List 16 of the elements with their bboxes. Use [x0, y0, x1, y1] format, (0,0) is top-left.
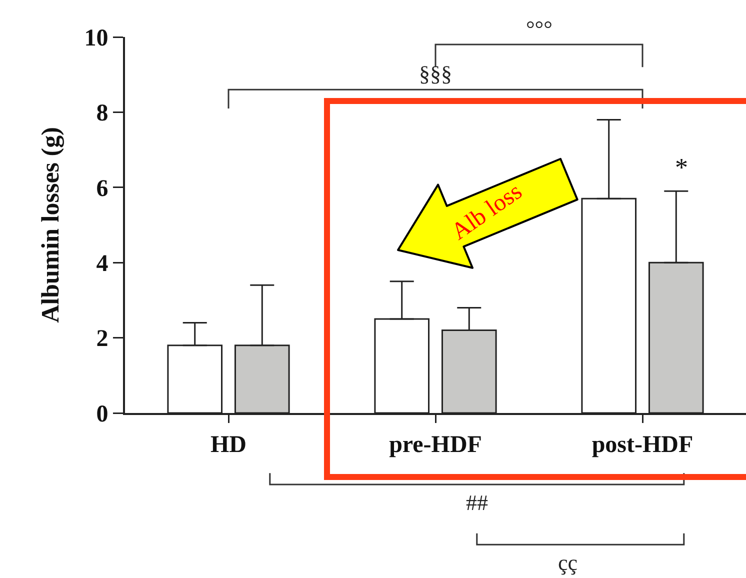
y-axis-title: Albumin losses (g)	[37, 127, 64, 323]
y-tick-label: 10	[84, 25, 108, 52]
annotation: *	[675, 153, 688, 182]
text: ##	[466, 490, 488, 515]
y-tick-label: 8	[96, 100, 108, 127]
annotation: °°°	[526, 16, 552, 41]
y-tick-label: 4	[96, 251, 108, 277]
annotation: §§§	[419, 61, 452, 86]
y-tick-label: 0	[96, 401, 108, 428]
y-tick-label: 6	[96, 176, 108, 202]
text: çç	[558, 550, 578, 575]
x-tick-label: post-HDF	[592, 432, 694, 458]
annotation: Alb loss	[447, 178, 527, 246]
y-tick-label: 2	[96, 326, 108, 352]
x-tick-label: pre-HDF	[389, 432, 482, 458]
x-tick-label: HD	[210, 432, 246, 458]
